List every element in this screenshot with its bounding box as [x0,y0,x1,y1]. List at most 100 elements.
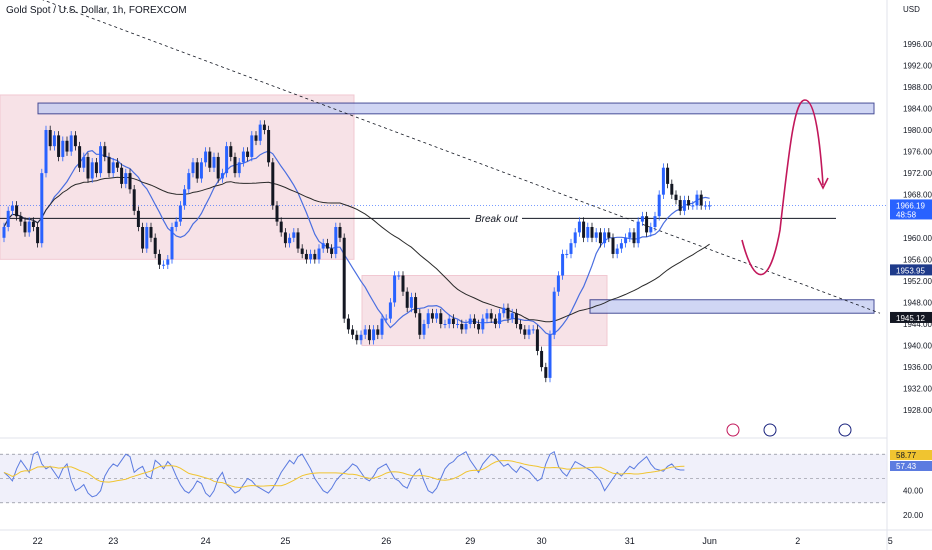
candle [682,195,686,216]
rsi-moving-average [3,460,685,489]
candle-body [94,162,98,174]
candle-body [296,232,300,249]
candle [527,325,531,340]
candle [519,319,523,334]
candle-body [317,248,321,260]
candle-body [548,334,552,378]
price-tick-label: 1952.00 [903,277,932,286]
time-tick-label: 5 [888,536,893,546]
supply-zone-left [0,94,355,260]
candle-body [73,135,77,147]
candle [670,179,674,199]
candle-body [506,307,510,319]
trendline [42,0,881,314]
candle [90,158,94,183]
candle-body [78,146,82,168]
candle-body [447,318,451,324]
candle [15,201,19,221]
candle-body [279,221,283,233]
candle [674,190,678,205]
candle [346,314,350,334]
candle [636,217,640,248]
candle [141,222,145,253]
price-axis-badge [890,199,932,220]
candle-body [561,253,565,276]
price-tick-label: 1960.00 [903,234,932,243]
candle [468,314,472,329]
candle [44,125,48,178]
candle [187,168,191,194]
candle-body [6,210,10,227]
candle-body [103,146,107,157]
price-tick-label: 1956.00 [903,255,932,264]
time-tick-label: 24 [201,536,211,546]
candle-body [388,302,392,319]
rsi-badge [890,461,932,471]
time-tick-label: 29 [465,536,475,546]
resistance-zone [37,102,875,115]
candle [162,260,166,270]
candle-body [472,318,476,324]
price-axis-badge [890,311,932,323]
candle [267,125,271,167]
candle [183,184,187,210]
candle-body [527,329,531,335]
candle [241,147,245,167]
candle [481,314,485,334]
candle-body [149,227,153,238]
candle [157,249,161,270]
time-tick-label: 26 [381,536,391,546]
candle-body [132,189,136,211]
candle [246,147,250,162]
candle [544,362,548,383]
breakout-label: Break out [475,214,519,225]
candle [111,158,115,178]
candle [149,222,153,243]
candle [687,195,691,210]
candle-body [36,227,40,244]
candle [447,314,451,329]
candle [128,168,132,194]
candle-body [141,227,145,249]
candle-body [195,162,199,179]
candle-body [52,135,56,147]
candle-body [367,329,371,341]
candle-body [464,324,468,330]
candle-body [363,329,367,335]
candle-body [414,297,418,314]
candle [594,228,598,243]
candle [120,163,124,189]
candle-body [556,275,560,292]
candle-body [607,232,611,238]
candle [229,141,233,162]
candle-body [691,205,695,207]
candle [640,211,644,226]
candle [40,168,44,248]
candle [451,314,455,329]
candle-body [258,124,262,141]
candle-body [225,146,229,174]
candle [115,158,119,173]
candle [342,233,346,323]
candle [514,308,518,329]
candle-body [153,237,157,254]
candle-body [120,167,124,184]
candle [624,233,628,248]
candle-body [628,232,632,238]
candle [191,158,195,178]
price-tick-label: 1984.00 [903,104,932,113]
candle [460,319,464,334]
rsi-panel: 20.00 40.00 58.77 57.43 [0,450,932,520]
candle-body [342,237,346,319]
candle [498,308,502,329]
candle-body [590,227,594,238]
event-icon [726,423,740,437]
candle-body [237,162,241,174]
candle-body [640,216,644,222]
candle-body [493,318,497,324]
candle-body [241,151,245,163]
candle-body [61,140,65,157]
candle [477,319,481,334]
candle-body [535,329,539,351]
